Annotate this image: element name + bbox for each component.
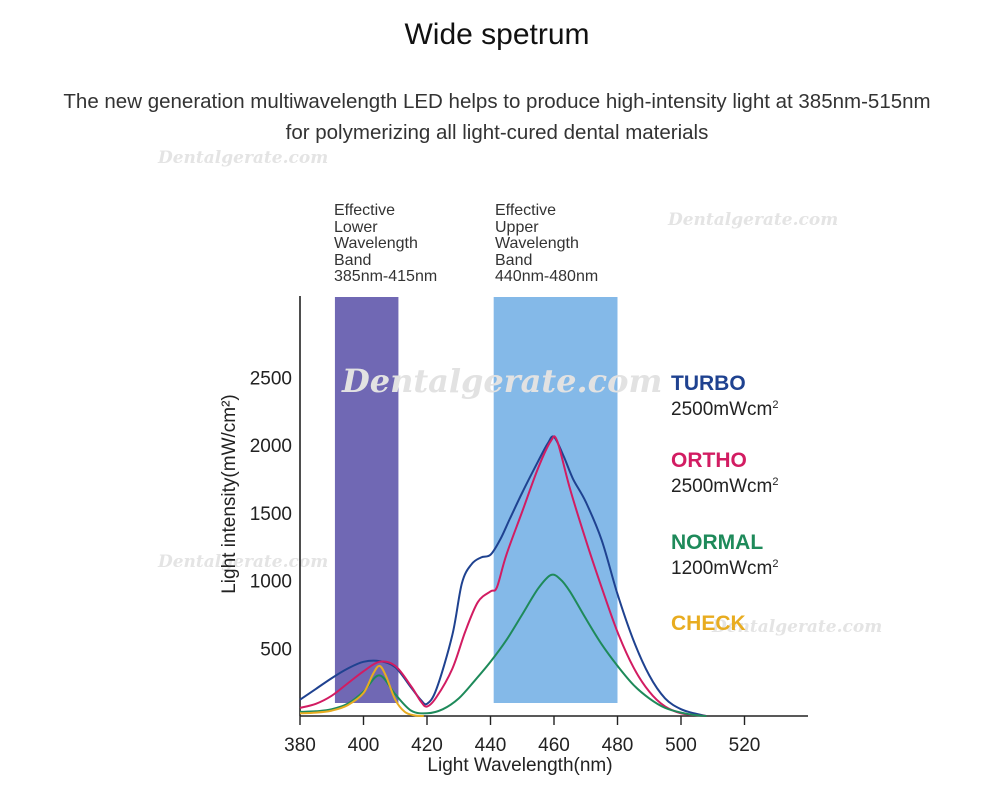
series-line-normal (299, 573, 707, 717)
x-axis-label: Light Wavelength(nm) (427, 755, 613, 776)
legend-name: ORTHO (671, 449, 747, 472)
band-label-line: Band (495, 251, 533, 269)
legend-name: CHECK (671, 612, 746, 635)
x-tick-label: 440 (475, 735, 507, 756)
series-line-ortho (299, 435, 707, 717)
x-tick-label: 400 (348, 735, 380, 756)
band-label-line: Wavelength (495, 235, 579, 252)
legend-power: 2500mWcm2 (671, 476, 779, 497)
legend-name: NORMAL (671, 531, 764, 554)
x-tick-label: 420 (411, 735, 443, 756)
watermark: Dentalgerate.com (668, 210, 839, 230)
series-layer (299, 435, 707, 717)
band-label-line: Effective (495, 202, 557, 219)
series-line-check (299, 664, 424, 717)
page-title: Wide spetrum (404, 18, 590, 51)
y-tick-label: 1000 (250, 572, 292, 593)
band-label-line: Lower (334, 218, 378, 236)
legend-power: 2500mWcm2 (671, 399, 779, 420)
watermark: Dentalgerate.com (712, 617, 883, 637)
band-label-line: Effective (334, 202, 396, 219)
subtitle-line-1: The new generation multiwavelength LED h… (63, 90, 931, 113)
band-label-line: Band (334, 251, 372, 269)
y-tick-label: 2000 (250, 436, 292, 457)
band-lower (334, 297, 399, 703)
y-tick-label: 1500 (250, 504, 292, 525)
x-tick-label: 500 (665, 735, 697, 756)
band-label-line: Upper (495, 218, 539, 236)
legend-normal: NORMAL 1200mWcm2 (671, 532, 778, 579)
band-label-line: 385nm-415nm (334, 268, 438, 285)
band-label-upper: Effective Upper Wavelength Band 440nm-48… (495, 202, 599, 286)
x-tick-label: 520 (729, 735, 761, 756)
x-tick-label: 380 (284, 735, 316, 756)
legend-name: TURBO (671, 372, 746, 395)
x-tick-label: 460 (538, 735, 570, 756)
ticks-layer: 380 400 420 440 460 480 500 520 500 1000 1500 2000 2… (250, 368, 761, 756)
band-label-line: Wavelength (334, 235, 418, 252)
y-tick-label: 2500 (250, 368, 292, 389)
watermark: Dentalgerate.com (158, 148, 329, 168)
y-tick-label: 500 (260, 639, 292, 660)
watermark-large: Dentalgerate.com (342, 362, 663, 400)
legend-check: CHECK (671, 613, 746, 635)
watermark: Dentalgerate.com (158, 552, 329, 572)
band-upper (493, 297, 618, 703)
subtitle: The new generation multiwavelength LED h… (0, 86, 994, 148)
legend-power: 1200mWcm2 (671, 558, 779, 579)
bands-layer (334, 297, 618, 703)
legend-ortho: ORTHO 2500mWcm2 (671, 450, 778, 497)
band-label-line: 440nm-480nm (495, 268, 599, 285)
legend-turbo: TURBO 2500mWcm2 (671, 373, 778, 420)
band-label-lower: Effective Lower Wavelength Band 385nm-41… (334, 202, 438, 286)
subtitle-line-2: for polymerizing all light-cured dental … (285, 121, 709, 144)
x-tick-label: 480 (602, 735, 634, 756)
